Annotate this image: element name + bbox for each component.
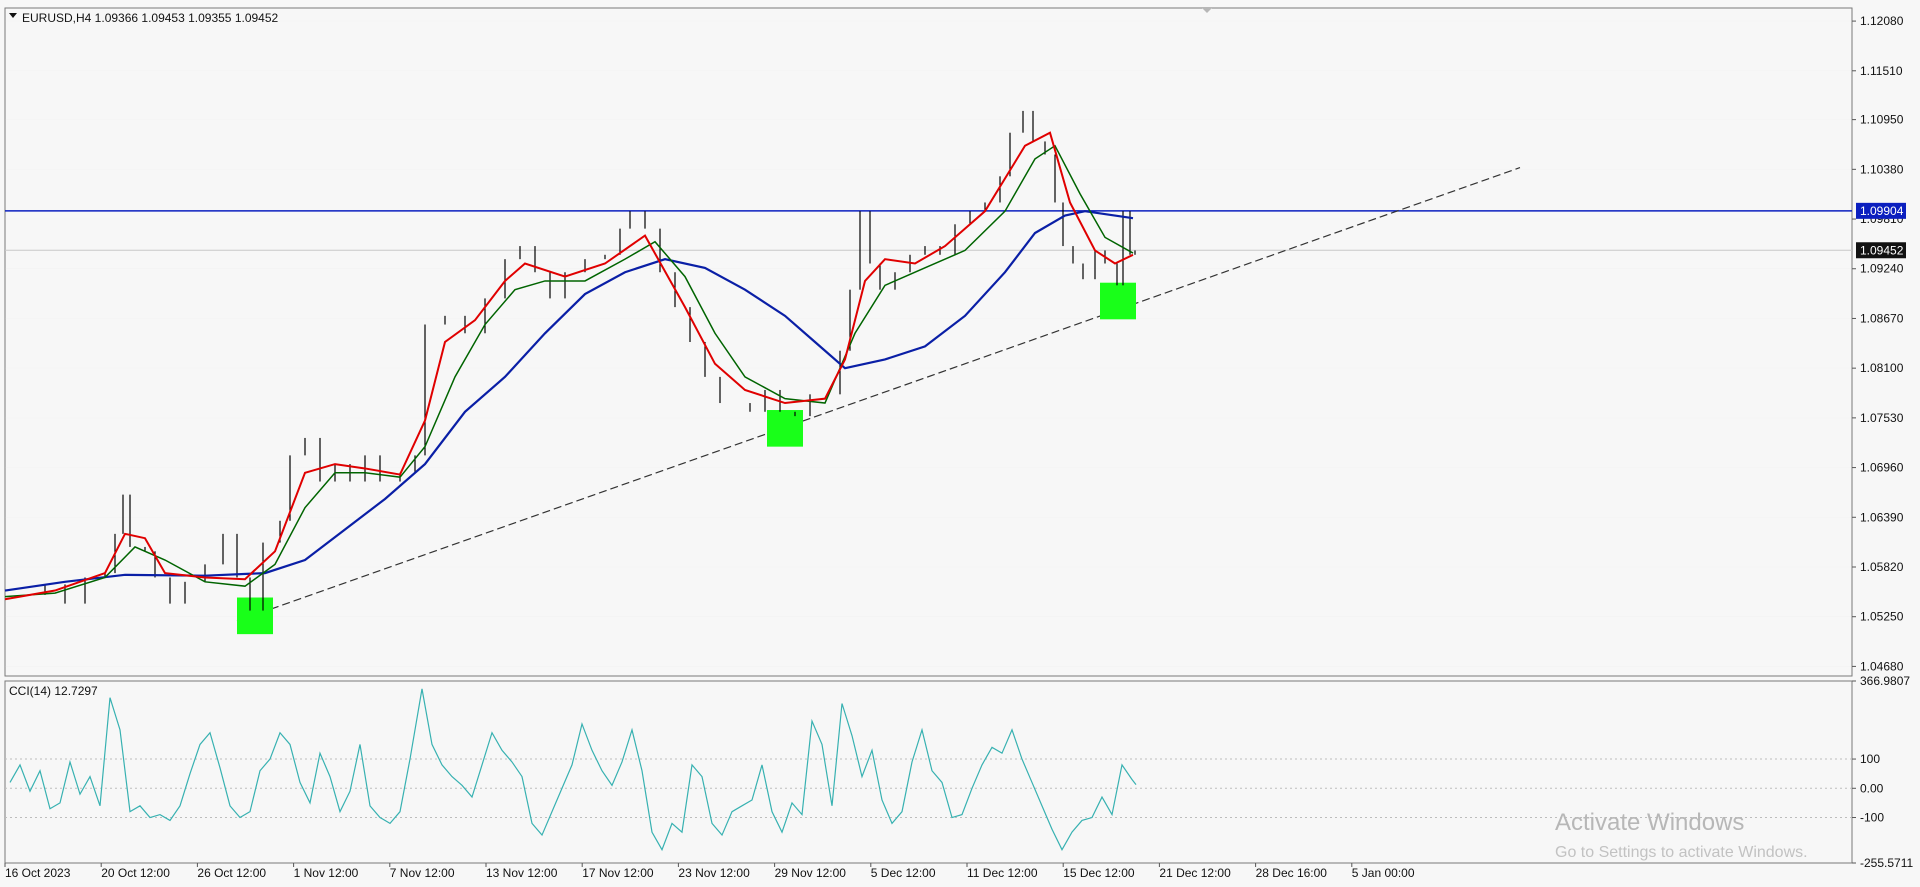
main-plot-frame <box>4 7 1853 677</box>
price-tick-label: 1.10950 <box>1860 113 1904 127</box>
cci-tick-label: -255.5711 <box>1860 856 1913 870</box>
price-tick-label: 1.08100 <box>1860 361 1904 375</box>
moving-average-fast <box>4 131 1134 601</box>
cci-panel-frame <box>4 680 1853 864</box>
date-tick-label: 7 Nov 12:00 <box>390 866 455 880</box>
date-tick-label: 11 Dec 12:00 <box>967 866 1038 880</box>
trendline <box>236 167 1521 622</box>
main-series <box>4 110 1852 635</box>
date-tick-label: 16 Oct 2023 <box>5 866 71 880</box>
date-tick-label: 23 Nov 12:00 <box>678 866 750 880</box>
date-tick-label: 29 Nov 12:00 <box>775 866 847 880</box>
current-price-box <box>1856 242 1906 259</box>
price-tick-label: 1.12080 <box>1860 14 1904 28</box>
price-tick-label: 1.05250 <box>1860 610 1904 624</box>
hline-price-label: 1.09904 <box>1860 204 1904 218</box>
date-tick-label: 21 Dec 12:00 <box>1159 866 1231 880</box>
price-tick-label: 1.05820 <box>1860 560 1904 574</box>
current-price-label: 1.09452 <box>1860 243 1904 257</box>
cci-tick-label: 366.9807 <box>1860 674 1910 688</box>
date-tick-label: 26 Oct 12:00 <box>197 866 266 880</box>
hline-price-box <box>1856 202 1906 219</box>
date-tick-label: 13 Nov 12:00 <box>486 866 558 880</box>
cci-axis: 366.9807 100 0.00 -100 -255.5711 <box>1852 674 1913 870</box>
price-tick-label: 1.04680 <box>1860 659 1904 673</box>
date-tick-label: 15 Dec 12:00 <box>1063 866 1135 880</box>
date-tick-label: 28 Dec 16:00 <box>1256 866 1328 880</box>
highlight-box <box>237 597 273 635</box>
highlight-box <box>767 410 803 447</box>
price-axis: 1.120801.115101.109501.103801.098101.092… <box>1852 14 1906 673</box>
price-tick-label: 1.06960 <box>1860 461 1904 475</box>
date-tick-label: 5 Jan 00:00 <box>1352 866 1415 880</box>
cci-tick-label: -100 <box>1860 811 1884 825</box>
cci-series <box>9 688 1137 852</box>
main-grid <box>5 20 1852 667</box>
price-tick-label: 1.08670 <box>1860 311 1904 325</box>
date-tick-label: 1 Nov 12:00 <box>294 866 359 880</box>
cci-tick-label: 0.00 <box>1860 781 1884 795</box>
price-tick-label: 1.06390 <box>1860 510 1904 524</box>
symbol-header: EURUSD,H4 1.09366 1.09453 1.09355 1.0945… <box>22 11 279 25</box>
moving-average-mid <box>4 144 1134 598</box>
activate-windows-title: Activate Windows <box>1555 809 1744 836</box>
date-tick-label: 5 Dec 12:00 <box>871 866 936 880</box>
cci-header: CCI(14) 12.7297 <box>9 684 98 698</box>
date-tick-label: 17 Nov 12:00 <box>582 866 654 880</box>
price-tick-label: 1.09240 <box>1860 262 1904 276</box>
cci-tick-label: 100 <box>1860 752 1880 766</box>
price-tick-label: 1.07530 <box>1860 411 1904 425</box>
scroll-marker-icon <box>1202 8 1212 13</box>
moving-average-slow <box>4 210 1134 592</box>
cci-line <box>9 688 1137 852</box>
activate-windows-subtitle: Go to Settings to activate Windows. <box>1555 844 1808 861</box>
highlight-box <box>1100 282 1136 320</box>
date-tick-label: 20 Oct 12:00 <box>101 866 170 880</box>
symbol-dropdown-icon[interactable] <box>9 13 17 18</box>
price-tick-label: 1.10380 <box>1860 162 1904 176</box>
date-axis: 16 Oct 2023 20 Oct 12:00 26 Oct 12:00 1 Nov… <box>4 863 1415 880</box>
price-tick-label: 1.11510 <box>1860 64 1903 78</box>
